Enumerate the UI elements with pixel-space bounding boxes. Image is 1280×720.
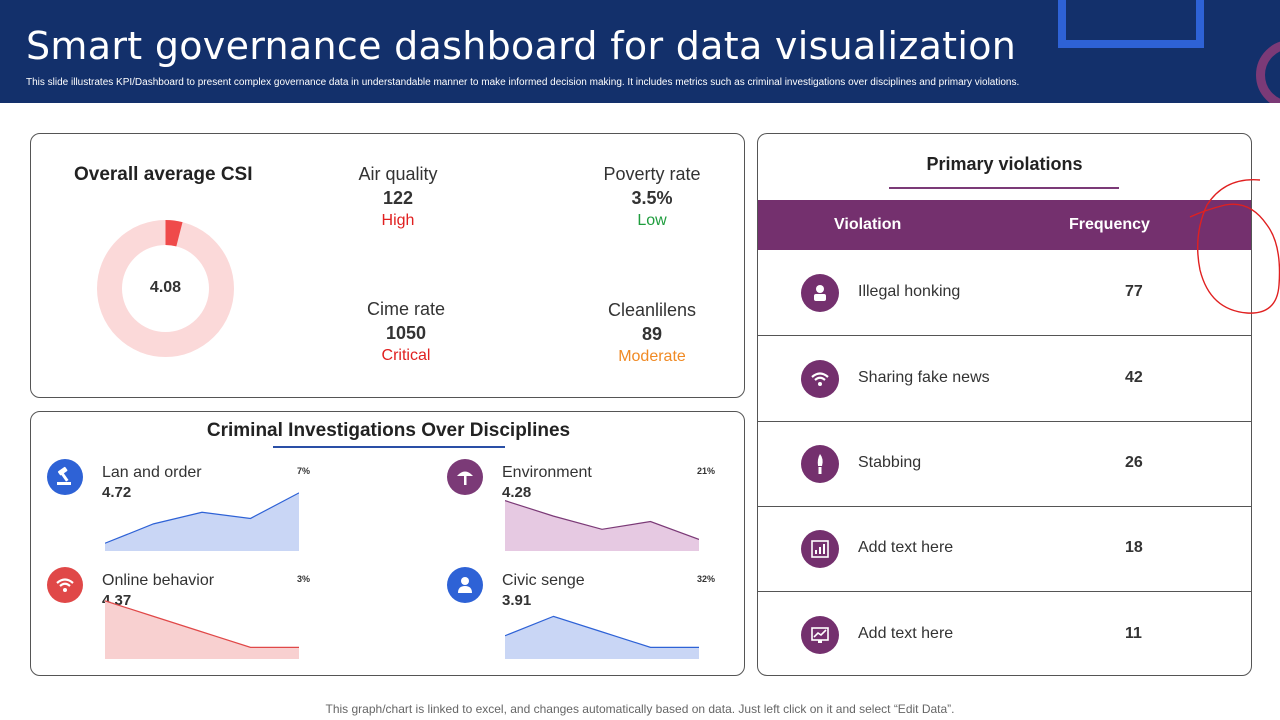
metric-area-chart [505, 500, 699, 551]
kpi-label: Cime rate [366, 299, 446, 319]
kpi-value: 1050 [385, 323, 427, 343]
metric-label: Civic senge [502, 572, 585, 589]
criminal-investigations-panel: Criminal Investigations Over Disciplines… [30, 411, 745, 676]
violation-name: Add text here [858, 625, 954, 642]
metric-area-chart [505, 615, 699, 659]
table-row: Stabbing 26 [758, 421, 1251, 507]
violation-frequency: 77 [1125, 283, 1143, 300]
metric-percent: 3% [297, 574, 311, 584]
violation-frequency: 42 [1125, 369, 1143, 386]
table-row: Illegal honking 77 [758, 250, 1251, 336]
kpi-label: Air quality [358, 164, 438, 184]
metric-percent: 7% [297, 466, 311, 476]
kpi-value: 3.5% [631, 188, 673, 208]
criminal-title: Criminal Investigations Over Disciplines [206, 420, 571, 441]
violation-frequency: 18 [1125, 539, 1143, 556]
violation-name: Add text here [858, 539, 954, 556]
kpi-value: 89 [641, 324, 663, 344]
csi-title: Overall average CSI [74, 164, 253, 185]
criminal-title-underline [273, 446, 505, 448]
violations-table-header: Violation Frequency [758, 200, 1251, 250]
person-icon [801, 274, 839, 312]
violation-frequency: 11 [1125, 625, 1142, 642]
kpi-label: Cleanlilens [607, 300, 697, 320]
metric-label: Lan and order [102, 464, 202, 481]
area-fill [105, 492, 299, 551]
metric-civic-sense: Civic senge 3.91 32% [447, 567, 727, 671]
table-row: Sharing fake news 42 [758, 336, 1251, 422]
header-banner: Smart governance dashboard for data visu… [0, 0, 1280, 103]
metric-value: 4.28 [502, 484, 532, 501]
knife-icon [801, 445, 839, 483]
kpi-cleanliness: Cleanlilens 89 Moderate [577, 300, 727, 366]
kpi-status: Low [637, 212, 667, 229]
kpi-poverty-rate: Poverty rate 3.5% Low [577, 164, 727, 230]
column-header-violation: Violation [834, 216, 902, 233]
metric-online-behavior: Online behavior 4.37 3% [47, 567, 327, 671]
csi-donut-chart [97, 220, 234, 357]
chart-board-icon [801, 616, 839, 654]
gavel-icon [47, 459, 83, 495]
kpi-label: Poverty rate [603, 164, 701, 184]
violation-name: Stabbing [858, 454, 922, 471]
violation-name: Sharing fake news [858, 369, 990, 386]
metric-area-chart [105, 492, 299, 551]
metric-label: Online behavior [102, 572, 215, 589]
column-header-frequency: Frequency [1069, 216, 1150, 233]
kpi-status: High [381, 212, 415, 229]
wifi-icon [47, 567, 83, 603]
area-fill [105, 600, 299, 659]
csi-value: 4.08 [149, 279, 182, 296]
area-line [105, 600, 299, 648]
primary-violations-panel: Primary violations Violation Frequency I… [757, 133, 1252, 676]
metric-value: 4.72 [102, 484, 132, 501]
kpi-value: 122 [382, 188, 414, 208]
metric-environment: Environment 4.28 21% [447, 459, 727, 563]
area-line [105, 492, 299, 544]
report-icon [801, 530, 839, 568]
metric-label: Environment [502, 464, 592, 481]
metric-area-chart [105, 600, 299, 659]
user-icon [447, 567, 483, 603]
table-row: Add text here 11 [758, 592, 1251, 675]
page-title: Smart governance dashboard for data visu… [26, 24, 1017, 68]
kpi-status: Critical [381, 347, 431, 364]
violations-title: Primary violations [926, 154, 1083, 174]
csi-donut-arc [97, 220, 234, 357]
metric-value: 3.91 [502, 592, 532, 609]
decorative-ring [1256, 40, 1280, 103]
area-line [505, 500, 699, 540]
annotation-scribble [1189, 179, 1280, 314]
table-row: Add text here 18 [758, 506, 1251, 592]
metric-percent: 32% [697, 574, 716, 584]
kpi-air-quality: Air quality 122 High [323, 164, 473, 230]
metric-law-and-order: Lan and order 4.72 7% [47, 459, 327, 563]
kpi-panel: Overall average CSI 4.08 Air quality 122… [30, 133, 745, 398]
area-fill [505, 616, 699, 659]
footer-note: This graph/chart is linked to excel, and… [325, 702, 955, 716]
page-subtitle: This slide illustrates KPI/Dashboard to … [26, 77, 1020, 88]
violations-title-underline [889, 187, 1119, 189]
violation-frequency: 26 [1125, 454, 1143, 471]
metric-percent: 21% [697, 466, 716, 476]
kpi-status: Moderate [618, 348, 686, 365]
wifi-icon [801, 360, 839, 398]
decorative-square [1058, 0, 1204, 48]
kpi-crime-rate: Cime rate 1050 Critical [331, 299, 481, 365]
tree-icon [447, 459, 483, 495]
area-line [505, 615, 699, 648]
area-fill [505, 500, 699, 551]
violation-name: Illegal honking [858, 283, 961, 300]
